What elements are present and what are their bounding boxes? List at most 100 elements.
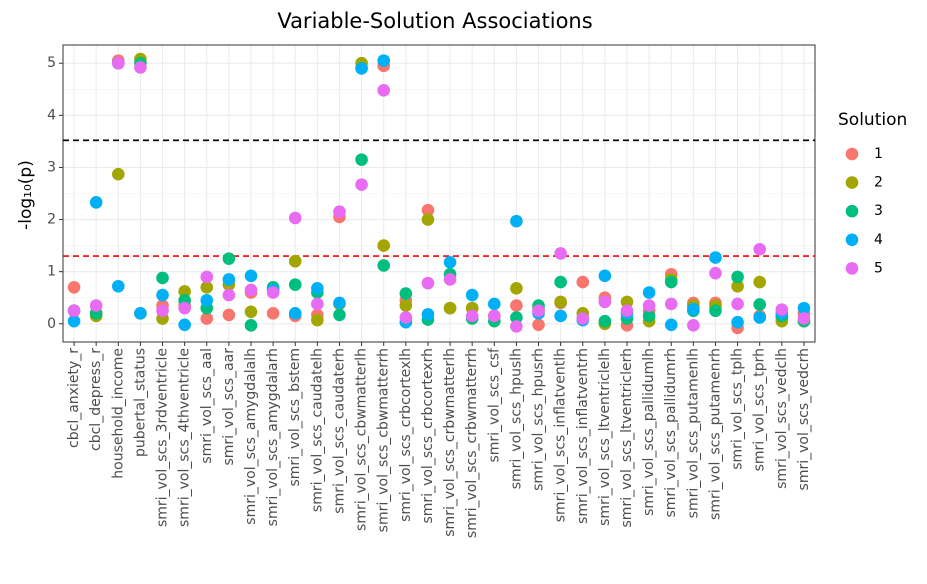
point: [753, 298, 767, 311]
point: [421, 203, 435, 217]
x-tick-label: smri_vol_scs_putamenrh: [707, 348, 723, 520]
point: [443, 255, 457, 269]
x-tick-label: smri_vol_scs_4thventricle: [177, 348, 193, 527]
point: [687, 319, 700, 332]
y-tick-label: 2: [47, 212, 56, 228]
point: [487, 309, 501, 323]
x-tick-label: smri_vol_scs_crbcortexrh: [420, 348, 436, 524]
x-tick-label: smri_vol_scs_amygdalarh: [265, 348, 281, 526]
legend-marker: [845, 233, 859, 247]
point: [532, 304, 545, 318]
point: [664, 297, 678, 311]
point: [288, 278, 302, 291]
point: [554, 309, 567, 323]
point: [311, 282, 324, 295]
point: [200, 270, 214, 284]
point: [620, 304, 634, 318]
point: [598, 269, 612, 283]
point: [111, 56, 125, 70]
point: [421, 213, 435, 226]
point: [554, 295, 567, 309]
point: [67, 314, 81, 328]
point: [377, 84, 391, 97]
x-tick-label: smri_vol_scs_amygdalalh: [243, 348, 259, 525]
point: [156, 288, 169, 302]
x-tick-label: smri_vol_scs_crbwmatterrh: [464, 348, 480, 538]
point: [355, 153, 368, 166]
point: [178, 285, 191, 298]
y-tick-label: 5: [47, 55, 56, 71]
point: [178, 318, 191, 332]
point: [642, 286, 656, 299]
point: [311, 313, 324, 327]
point: [134, 61, 147, 74]
point: [288, 211, 302, 225]
point: [797, 301, 811, 315]
point: [642, 309, 656, 323]
legend-title: Solution: [838, 110, 907, 130]
point: [731, 315, 744, 329]
x-tick-label: smri_vol_scs_bstem: [287, 348, 303, 487]
point: [67, 280, 81, 294]
legend-marker: [845, 204, 859, 218]
point: [620, 295, 634, 309]
x-tick-label: pubertal_status: [132, 348, 148, 457]
point: [134, 307, 147, 320]
legend-label: 1: [874, 146, 883, 162]
point: [399, 287, 413, 300]
x-tick-label: cbcl_depress_r: [88, 348, 104, 451]
point: [598, 295, 612, 309]
point: [753, 242, 767, 256]
point: [487, 297, 501, 311]
point: [355, 62, 368, 75]
point: [67, 304, 81, 318]
point: [156, 271, 169, 285]
x-tick-label: smri_vol_scs_inflatventlh: [553, 348, 569, 522]
point: [576, 275, 590, 289]
x-tick-label: smri_vol_scs_tplh: [730, 348, 746, 470]
point: [200, 312, 214, 325]
point: [111, 279, 125, 293]
x-tick-label: smri_vol_scs_caudaterh: [331, 348, 347, 514]
point: [421, 308, 435, 321]
point: [200, 280, 214, 294]
chart-title: Variable-Solution Associations: [277, 9, 592, 33]
point: [709, 266, 722, 280]
point: [377, 54, 391, 67]
x-tick-label: smri_vol_scs_tprh: [752, 348, 768, 471]
point: [510, 299, 523, 312]
legend-label: 4: [874, 232, 883, 248]
x-tick-label: smri_vol_scs_pallidumlh: [641, 348, 657, 516]
point: [200, 294, 214, 307]
point: [266, 307, 280, 320]
point: [443, 301, 457, 315]
x-tick-label: smri_vol_scs_aar: [221, 348, 237, 466]
point: [731, 270, 744, 284]
legend-label: 3: [874, 203, 883, 219]
legend-marker: [845, 262, 859, 275]
x-tick-label: smri_vol_scs_3rdventricle: [155, 348, 171, 527]
y-tick-label: 1: [47, 264, 56, 280]
point: [222, 252, 236, 265]
x-tick-label: smri_vol_scs_ltventriclerh: [619, 348, 635, 527]
x-tick-label: smri_vol_scs_vedcrh: [796, 348, 812, 490]
point: [156, 304, 169, 318]
point: [377, 239, 391, 252]
point: [510, 282, 523, 295]
point: [465, 309, 479, 323]
x-tick-label: smri_vol_scs_caudatelh: [309, 348, 325, 512]
point: [465, 288, 479, 302]
x-tick-label: household_income: [110, 348, 126, 479]
x-tick-label: smri_vol_scs_ltventriclelh: [597, 348, 613, 526]
point: [333, 205, 346, 219]
x-tick-label: smri_vol_scs_hpuslh: [508, 348, 524, 489]
point: [333, 308, 346, 322]
point: [244, 305, 258, 319]
point: [244, 283, 258, 297]
point: [576, 312, 590, 325]
point: [664, 275, 678, 289]
point: [111, 167, 125, 181]
point: [89, 299, 103, 312]
legend-label: 2: [874, 175, 883, 191]
point: [664, 318, 678, 332]
